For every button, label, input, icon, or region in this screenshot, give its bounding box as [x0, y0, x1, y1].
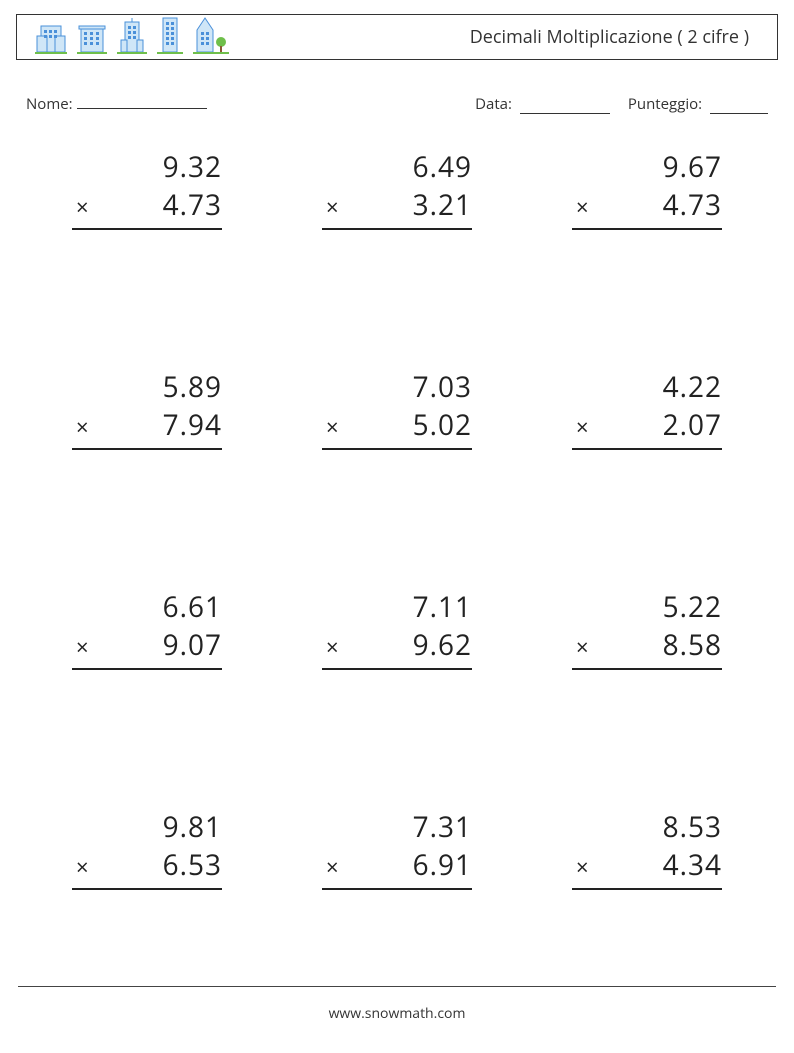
operator: ×: [72, 628, 90, 666]
worksheet-page: Decimali Moltiplicazione ( 2 cifre ) Nom…: [0, 0, 794, 1053]
operator: ×: [322, 188, 340, 226]
building-2-icon: [77, 20, 107, 59]
header-box: Decimali Moltiplicazione ( 2 cifre ): [16, 14, 778, 60]
score-label: Punteggio:: [628, 94, 702, 114]
info-row: Nome: Data: Punteggio:: [16, 94, 778, 114]
building-5-icon: [193, 16, 229, 59]
operator: ×: [72, 408, 90, 446]
operand-b: 4.34: [663, 846, 722, 884]
building-4-icon: [157, 16, 183, 59]
info-right: Data: Punteggio:: [475, 94, 768, 114]
operand-a: 7.31: [413, 808, 472, 846]
operator: ×: [72, 848, 90, 886]
operator: ×: [322, 408, 340, 446]
operand-a: 7.11: [413, 588, 472, 626]
name-label: Nome:: [26, 94, 73, 114]
problems-grid: 9.32 ×4.73 6.49 ×3.21 9.67 ×4.73 5.89 ×7…: [16, 148, 778, 1008]
operand-b: 7.94: [163, 406, 222, 444]
operand-a: 9.81: [163, 808, 222, 846]
name-blank[interactable]: [77, 94, 207, 109]
operand-b: 5.02: [413, 406, 472, 444]
operator: ×: [572, 628, 590, 666]
footer-text: www.snowmath.com: [0, 1004, 794, 1023]
problem: 5.89 × 7.94: [52, 368, 242, 568]
problem: 9.81 × 6.53: [52, 808, 242, 1008]
operand-a: 6.49: [413, 148, 472, 186]
date-blank[interactable]: [520, 99, 610, 114]
problem: 6.49 × 3.21: [302, 148, 492, 348]
operand-a: 5.89: [163, 368, 222, 406]
operator: ×: [322, 628, 340, 666]
problem: 8.53 × 4.34: [552, 808, 742, 1008]
building-1-icon: [35, 20, 67, 59]
operand-a: 8.53: [663, 808, 722, 846]
operand-a: 9.32: [163, 148, 222, 186]
problem: 6.61 × 9.07: [52, 588, 242, 788]
problem: 9.32 × 4.73: [52, 148, 242, 348]
operand-a: 7.03: [413, 368, 472, 406]
problem: 7.03 × 5.02: [302, 368, 492, 568]
operand-a: 4.22: [663, 368, 722, 406]
building-3-icon: [117, 18, 147, 59]
operand-a: 5.22: [663, 588, 722, 626]
operand-b: 3.21: [413, 186, 472, 224]
score-blank[interactable]: [710, 99, 768, 114]
footer-divider: [18, 986, 776, 987]
operand-b: 8.58: [663, 626, 722, 664]
operator: ×: [72, 188, 90, 226]
buildings-icon-row: [35, 16, 229, 59]
operator: ×: [322, 848, 340, 886]
operand-b: 4.73: [163, 186, 222, 224]
operand-a: 6.61: [163, 588, 222, 626]
operand-b: 9.07: [163, 626, 222, 664]
operator: ×: [572, 188, 590, 226]
problem: 7.11 × 9.62: [302, 588, 492, 788]
operator: ×: [572, 408, 590, 446]
problem: 5.22 × 8.58: [552, 588, 742, 788]
operand-b: 9.62: [413, 626, 472, 664]
operand-b: 4.73: [663, 186, 722, 224]
worksheet-title: Decimali Moltiplicazione ( 2 cifre ): [470, 25, 759, 49]
operator: ×: [572, 848, 590, 886]
operand-b: 6.53: [163, 846, 222, 884]
problem: 4.22 × 2.07: [552, 368, 742, 568]
operand-b: 6.91: [413, 846, 472, 884]
problem: 9.67 × 4.73: [552, 148, 742, 348]
date-label: Data:: [475, 94, 512, 114]
operand-a: 9.67: [663, 148, 722, 186]
problem: 7.31 × 6.91: [302, 808, 492, 1008]
operand-b: 2.07: [663, 406, 722, 444]
